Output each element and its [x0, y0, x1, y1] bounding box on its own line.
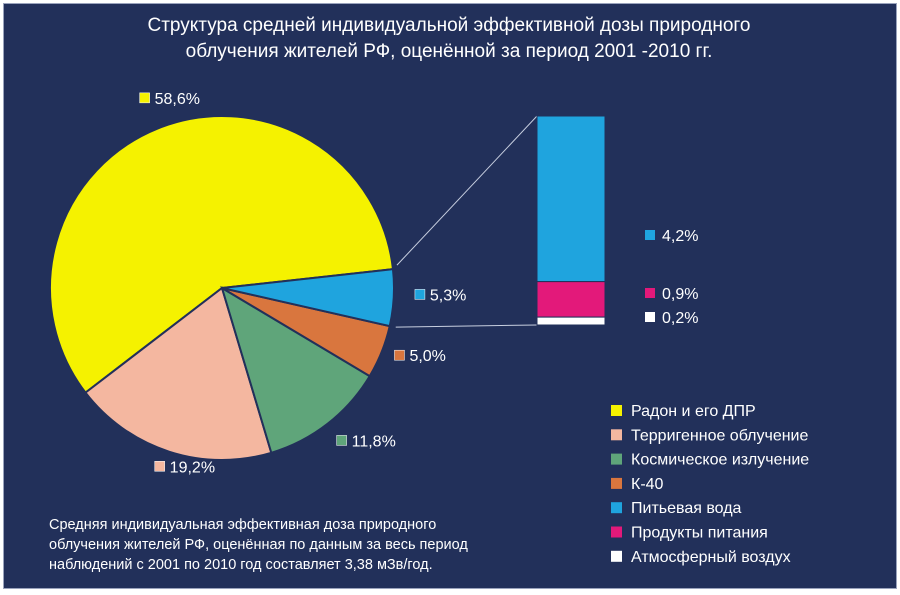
pie-value-label: 5,0%: [409, 348, 445, 365]
pie-slice-5: [221, 268, 395, 328]
pie-slice-1: [49, 115, 395, 395]
pie-label-marker: [394, 349, 405, 361]
pie-label-marker: [154, 461, 165, 472]
chart-title-line-1: Структура средней индивидуальной эффекти…: [148, 15, 751, 36]
connector-top: [396, 115, 538, 266]
breakdown-value-label: 0,2%: [662, 310, 698, 327]
legend-label: Космическое излучение: [631, 452, 809, 469]
breakdown-label-marker: [645, 312, 655, 322]
breakdown-label-marker: [645, 288, 655, 298]
pie-slice-3: [220, 285, 372, 455]
legend-swatch: [611, 550, 622, 562]
legend-item-к-40: К-40: [611, 476, 664, 493]
breakdown-segment-продукты-питания: [536, 281, 606, 318]
legend-item-атмосферный-воздух: Атмосферный воздух: [611, 549, 791, 566]
pie-label-marker: [336, 435, 347, 446]
legend-swatch: [611, 477, 622, 489]
breakdown-segment-питьевая-вода: [536, 115, 606, 283]
pie-label-1: 58,6%: [139, 91, 200, 108]
legend-label: Атмосферный воздух: [631, 549, 791, 566]
note-line-1: Средняя индивидуальная эффективная доза …: [49, 517, 436, 533]
pie-label-5: 5,3%: [414, 287, 466, 304]
chart-title-line-2: облучения жителей РФ, оценённой за перио…: [186, 41, 713, 62]
legend-swatch: [611, 502, 622, 514]
legend-item-радон-и-его-дпр: Радон и его ДПР: [611, 403, 756, 420]
breakdown-bar: [536, 115, 606, 326]
pie-value-label: 11,8%: [352, 433, 396, 450]
note-line-2: облучения жителей РФ, оценённая по данны…: [49, 537, 468, 553]
pie-label-marker: [414, 289, 426, 300]
pie-label-2: 19,2%: [154, 459, 215, 476]
pie-value-label: 5,3%: [430, 287, 466, 304]
pie: [49, 115, 395, 461]
pie-labels: 58,6% 19,2% 11,8% 5,0% 5,3%: [139, 91, 466, 476]
legend-item-космическое-излучение: Космическое излучение: [611, 452, 809, 469]
legend-item-продукты-питания: Продукты питания: [611, 525, 768, 542]
pie-value-label: 58,6%: [155, 91, 200, 108]
legend-item-питьевая-вода: Питьевая вода: [611, 500, 742, 517]
legend-label: Питьевая вода: [631, 500, 742, 517]
breakdown-label-marker: [645, 230, 655, 240]
chart-canvas: Структура средней индивидуальной эффекти…: [49, 15, 809, 573]
breakdown-value-label: 0,9%: [662, 286, 698, 303]
pie-slice-2: [84, 286, 273, 461]
breakdown-label-продукты-питания: 0,9%: [645, 286, 698, 303]
legend-swatch: [611, 405, 622, 416]
legend: Радон и его ДПР Терригенное облучение Косм…: [611, 403, 809, 566]
legend-label: Радон и его ДПР: [631, 403, 756, 420]
breakdown-labels: 4,2% 0,9% 0,2%: [645, 228, 698, 327]
pie-value-label: 19,2%: [170, 459, 215, 476]
pie-label-marker: [139, 92, 150, 104]
breakdown-connectors: [395, 115, 538, 328]
legend-swatch: [611, 453, 622, 465]
legend-label: Продукты питания: [631, 525, 768, 542]
pie-label-4: 5,0%: [394, 348, 446, 365]
legend-label: Терригенное облучение: [631, 427, 808, 444]
chart: Структура средней индивидуальной эффекти…: [3, 3, 897, 589]
breakdown-label-атмосферный-воздух: 0,2%: [645, 310, 698, 327]
pie-label-3: 11,8%: [336, 433, 396, 450]
connector-bottom: [395, 324, 538, 328]
legend-label: К-40: [631, 476, 664, 493]
breakdown-segment-атмосферный-воздух: [536, 316, 606, 326]
note-line-3: наблюдений с 2001 по 2010 год составляет…: [49, 557, 433, 573]
legend-swatch: [611, 526, 622, 538]
legend-item-терригенное-облучение: Терригенное облучение: [611, 427, 808, 444]
breakdown-label-питьевая-вода: 4,2%: [645, 228, 698, 245]
legend-swatch: [611, 429, 622, 441]
breakdown-value-label: 4,2%: [662, 228, 698, 245]
